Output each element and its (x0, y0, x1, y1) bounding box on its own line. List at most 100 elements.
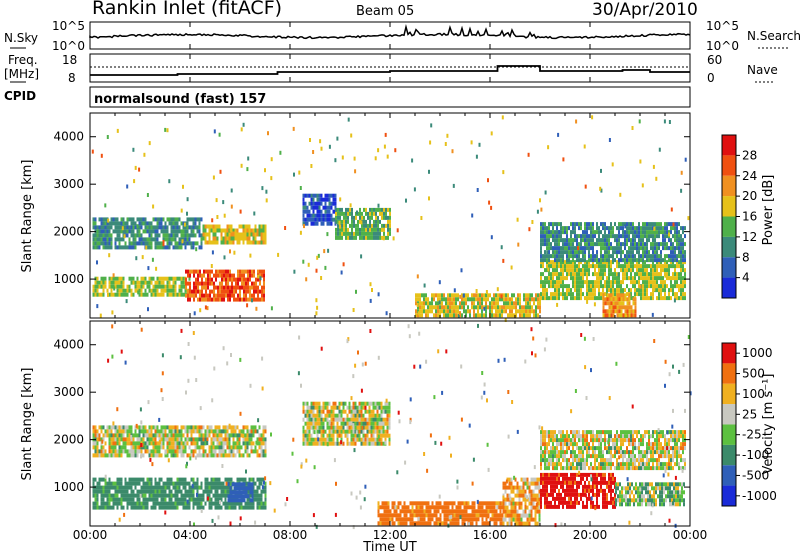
heatmap-cell (337, 231, 339, 236)
heatmap-cell (225, 269, 227, 274)
heatmap-cell (264, 449, 267, 454)
heatmap-cell (423, 305, 425, 310)
heatmap-cell (164, 225, 167, 230)
heatmap-cell (513, 301, 515, 306)
heatmap-cell (383, 521, 386, 526)
heatmap-cell (261, 285, 263, 290)
heatmap-cell (606, 288, 608, 293)
heatmap-cell (251, 482, 254, 487)
heatmap-cell (628, 297, 631, 302)
heatmap-cell (202, 493, 205, 498)
heatmap-cell (140, 437, 143, 442)
heatmap-cell (433, 305, 435, 310)
heatmap-cell (186, 489, 189, 494)
heatmap-cell (316, 213, 319, 218)
heatmap-cell (128, 276, 131, 281)
heatmap-cell (148, 233, 151, 238)
heatmap-cell (433, 513, 436, 518)
heatmap-cell (322, 437, 325, 442)
heatmap-cell (195, 247, 198, 252)
heatmap-cell (608, 242, 610, 247)
heatmap-cell (546, 238, 548, 243)
heatmap-cell (232, 425, 235, 430)
heatmap-cell (481, 313, 483, 318)
heatmap-cell (211, 297, 213, 302)
heatmap-cell (552, 246, 554, 251)
heatmap-cell (411, 509, 414, 514)
heatmap-cell (415, 501, 418, 506)
heatmap-cell (201, 293, 203, 298)
heatmap-cell (654, 250, 656, 255)
heatmap-cell (326, 221, 329, 226)
heatmap-cell (610, 264, 612, 269)
heatmap-cell (375, 211, 377, 216)
heatmap-cell (535, 293, 537, 298)
heatmap-cell (634, 288, 636, 293)
heatmap-cell (580, 284, 582, 289)
heatmap-cell (596, 284, 598, 289)
heatmap-cell (146, 489, 149, 494)
freq-unit-label: [MHz] (4, 67, 39, 81)
heatmap-cell (206, 425, 209, 430)
heatmap-cell (606, 242, 608, 247)
heatmap-cell (680, 276, 682, 281)
heatmap-cell (306, 433, 309, 438)
heatmap-cell (353, 215, 355, 220)
heatmap-cell (584, 226, 586, 231)
heatmap-cell (193, 281, 195, 286)
heatmap-cell (120, 445, 123, 450)
heatmap-cell (310, 433, 313, 438)
heatmap-cell (537, 297, 539, 302)
heatmap-cell (624, 305, 627, 310)
heatmap-cell (379, 231, 381, 236)
heatmap-cell (664, 268, 666, 273)
heatmap-cell (174, 497, 177, 502)
heatmap-cell (461, 297, 463, 302)
heatmap-cell (152, 229, 155, 234)
heatmap-cell (114, 453, 117, 458)
heatmap-cell (214, 481, 217, 486)
heatmap-cell (226, 433, 229, 438)
heatmap-cell (162, 429, 165, 434)
heatmap-cell (350, 441, 353, 446)
heatmap-cell (630, 296, 632, 301)
heatmap-cell (650, 254, 652, 259)
heatmap-cell (540, 238, 542, 243)
heatmap-cell (172, 237, 175, 242)
heatmap-cell (552, 272, 554, 277)
heatmap-cell (604, 246, 606, 251)
heatmap-cell (130, 225, 133, 230)
heatmap-cell (146, 501, 149, 506)
heatmap-cell (674, 272, 676, 277)
heatmap-cell (182, 241, 185, 246)
heatmap-cell (616, 238, 618, 243)
heatmap-cell (144, 505, 147, 510)
heatmap-cell (184, 288, 187, 293)
heatmap-cell (223, 213, 226, 218)
heatmap-cell (118, 485, 121, 490)
heatmap-cell (523, 293, 525, 298)
heatmap-cell (341, 207, 343, 212)
heatmap-cell (231, 494, 234, 499)
heatmap-cell (384, 421, 387, 426)
heatmap-cell (150, 292, 153, 297)
heatmap-cell (591, 115, 594, 120)
heatmap-cell (256, 228, 259, 233)
heatmap-cell (256, 493, 259, 498)
heatmap-cell (160, 217, 163, 222)
heatmap-cell (176, 441, 179, 446)
heatmap-cell (116, 425, 119, 430)
heatmap-cell (636, 250, 638, 255)
heatmap-cell (302, 409, 305, 414)
heatmap-cell (215, 297, 217, 302)
heatmap-cell (381, 521, 384, 526)
heatmap-cell (262, 489, 265, 494)
heatmap-cell (240, 501, 243, 506)
heatmap-cell (580, 288, 582, 293)
heatmap-cell (552, 264, 554, 269)
heatmap-cell (646, 280, 648, 285)
heatmap-cell (664, 222, 666, 227)
heatmap-cell (485, 313, 487, 318)
heatmap-cell (614, 305, 617, 310)
heatmap-cell (214, 445, 217, 450)
